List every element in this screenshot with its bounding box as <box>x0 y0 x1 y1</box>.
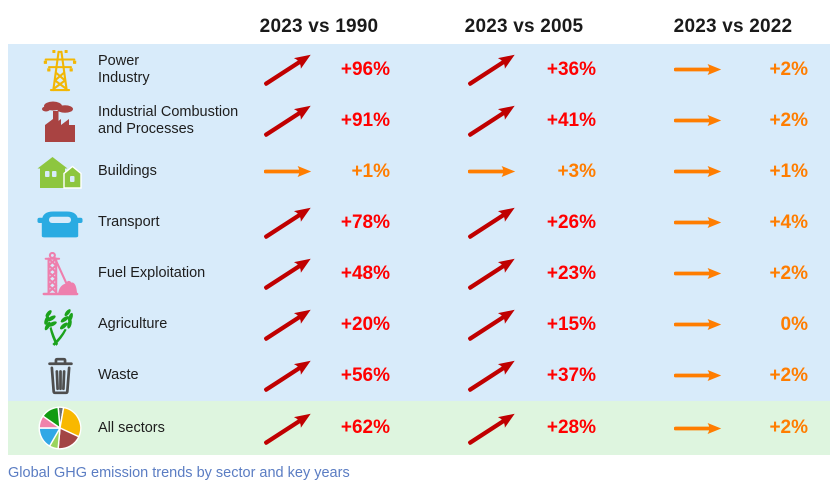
column-header-2023-vs-1990: 2023 vs 1990 <box>259 16 379 37</box>
sector-label: All sectors <box>98 419 165 436</box>
trend-value-vs-2022: +2% <box>769 364 808 386</box>
trend-arrow-vs-1990 <box>248 164 328 179</box>
mine-headframe-icon <box>22 251 98 296</box>
trend-arrow-vs-2022 <box>658 62 738 77</box>
table-header: 2023 vs 1990 2023 vs 2005 2023 vs 2022 <box>8 0 830 44</box>
trend-value-vs-1990: +1% <box>351 160 390 182</box>
trend-value-vs-1990: +91% <box>340 109 390 131</box>
trend-value-vs-2005: +37% <box>546 364 596 386</box>
trend-value-vs-2022: +2% <box>769 58 808 80</box>
trend-arrow-vs-1990 <box>248 317 328 332</box>
table-row-buildings: Buildings +1% +3% +1% <box>8 146 830 197</box>
trend-arrow-vs-2005 <box>452 266 532 281</box>
trend-value-vs-2005: +41% <box>546 109 596 131</box>
trend-arrow-vs-1990 <box>248 266 328 281</box>
table-row-industrial-combustion: Industrial Combustion and Processes +91%… <box>8 95 830 146</box>
table-row-transport: Transport +78% +26% +4% <box>8 197 830 248</box>
trend-value-vs-2005: +26% <box>546 211 596 233</box>
trend-value-vs-2005: +28% <box>546 417 596 438</box>
trend-arrow-vs-2005 <box>452 421 532 436</box>
trend-arrow-vs-2022 <box>658 266 738 281</box>
trend-arrow-vs-1990 <box>248 215 328 230</box>
trend-value-vs-2005: +15% <box>546 313 596 335</box>
figure-caption: Global GHG emission trends by sector and… <box>8 465 350 481</box>
trend-arrow-vs-2022 <box>658 317 738 332</box>
column-header-2023-vs-2022: 2023 vs 2022 <box>673 16 793 37</box>
table-row-waste: Waste +56% +37% +2% <box>8 350 830 401</box>
trend-value-vs-2005: +36% <box>546 58 596 80</box>
trend-value-vs-1990: +48% <box>340 262 390 284</box>
table-row-fuel-exploitation: Fuel Exploitation +48% +23% +2% <box>8 248 830 299</box>
table-row-agriculture: Agriculture +20% +15% 0% <box>8 299 830 350</box>
trend-value-vs-2022: +1% <box>769 160 808 182</box>
sector-label: Agriculture <box>98 316 168 333</box>
wheat-icon <box>22 303 98 347</box>
trend-value-vs-2022: 0% <box>780 313 808 335</box>
trend-arrow-vs-2022 <box>658 215 738 230</box>
sector-label: Transport <box>98 214 160 231</box>
power-pylon-icon <box>22 48 98 92</box>
table-row-power-industry: Power Industry +96% +36% +2% <box>8 44 830 95</box>
trend-value-vs-2022: +2% <box>769 109 808 131</box>
trend-arrow-vs-2005 <box>452 62 532 77</box>
trend-value-vs-2022: +2% <box>769 262 808 284</box>
trend-arrow-vs-2005 <box>452 215 532 230</box>
sector-label: Power Industry <box>98 52 150 86</box>
trend-arrow-vs-2005 <box>452 113 532 128</box>
trend-arrow-vs-2005 <box>452 317 532 332</box>
trend-arrow-vs-2022 <box>658 113 738 128</box>
sector-label: Industrial Combustion and Processes <box>98 103 239 137</box>
trend-arrow-vs-2005 <box>452 368 532 383</box>
trend-value-vs-1990: +96% <box>340 58 390 80</box>
trend-arrow-vs-2022 <box>658 420 738 436</box>
trend-arrow-vs-1990 <box>248 113 328 128</box>
trend-arrow-vs-1990 <box>248 62 328 77</box>
table-row-all-sectors: All sectors +62% +28% +2% <box>8 401 830 455</box>
trend-arrow-vs-2022 <box>658 164 738 179</box>
sector-label: Waste <box>98 367 139 384</box>
trend-value-vs-2005: +23% <box>546 262 596 284</box>
trend-value-vs-2005: +3% <box>557 160 596 182</box>
trend-value-vs-2022: +4% <box>769 211 808 233</box>
trend-arrow-vs-2022 <box>658 368 738 383</box>
trend-value-vs-1990: +78% <box>340 211 390 233</box>
trend-value-vs-1990: +20% <box>340 313 390 335</box>
houses-icon <box>22 152 98 192</box>
trash-can-icon <box>22 356 98 396</box>
factory-icon <box>22 98 98 144</box>
car-icon <box>22 206 98 239</box>
trend-value-vs-1990: +56% <box>340 364 390 386</box>
trend-arrow-vs-1990 <box>248 368 328 383</box>
trend-arrow-vs-2005 <box>452 164 532 179</box>
trend-value-vs-2022: +2% <box>769 417 808 438</box>
sector-label: Fuel Exploitation <box>98 265 206 282</box>
trend-arrow-vs-1990 <box>248 421 328 436</box>
pie-chart-icon <box>22 405 98 451</box>
table-body: Power Industry +96% +36% +2% <box>8 44 830 455</box>
trend-value-vs-1990: +62% <box>340 417 390 438</box>
column-header-2023-vs-2005: 2023 vs 2005 <box>464 16 584 37</box>
sector-label: Buildings <box>98 163 157 180</box>
